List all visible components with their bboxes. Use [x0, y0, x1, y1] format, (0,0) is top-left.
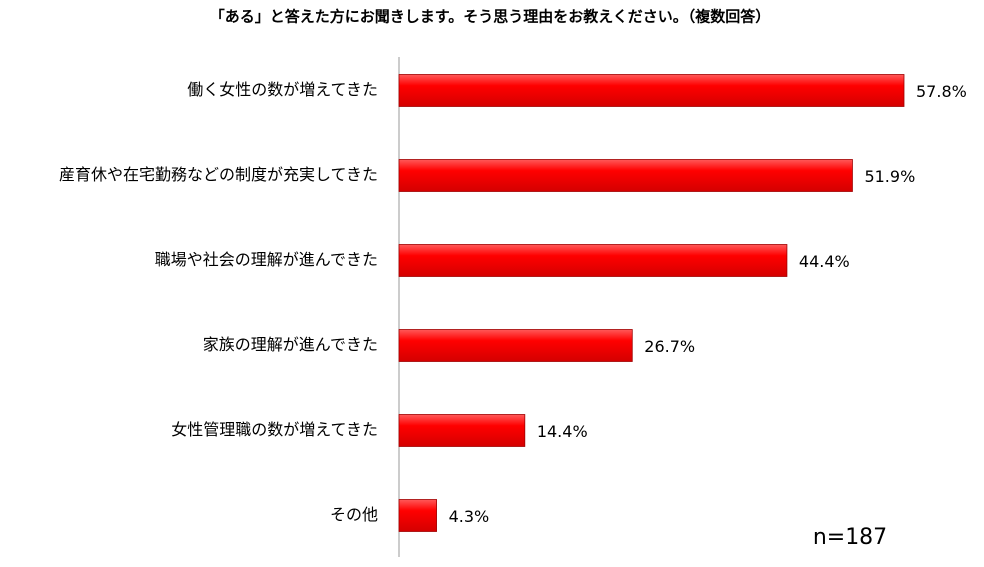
- category-label: 産育休や在宅勤務などの制度が充実してきた: [59, 165, 378, 184]
- value-label: 14.4%: [537, 422, 588, 441]
- bar: [398, 244, 788, 277]
- bar: [398, 499, 437, 532]
- value-label: 44.4%: [799, 252, 850, 271]
- category-label: 家族の理解が進んできた: [203, 335, 378, 354]
- category-label: 職場や社会の理解が進んできた: [155, 250, 378, 269]
- value-label: 51.9%: [864, 167, 915, 186]
- bar: [398, 329, 633, 362]
- category-label: 働く女性の数が増えてきた: [187, 80, 378, 99]
- category-label: その他: [330, 505, 378, 524]
- bar: [398, 74, 905, 107]
- bar: [398, 159, 853, 192]
- bar: [398, 414, 526, 447]
- value-label: 4.3%: [449, 507, 490, 526]
- value-label: 26.7%: [644, 337, 695, 356]
- category-label: 女性管理職の数が増えてきた: [171, 420, 378, 439]
- sample-size-note: n=187: [813, 525, 887, 550]
- value-label: 57.8%: [916, 82, 967, 101]
- chart-title: 「ある」と答えた方にお聞きします。そう思う理由をお教えください。（複数回答）: [210, 8, 771, 26]
